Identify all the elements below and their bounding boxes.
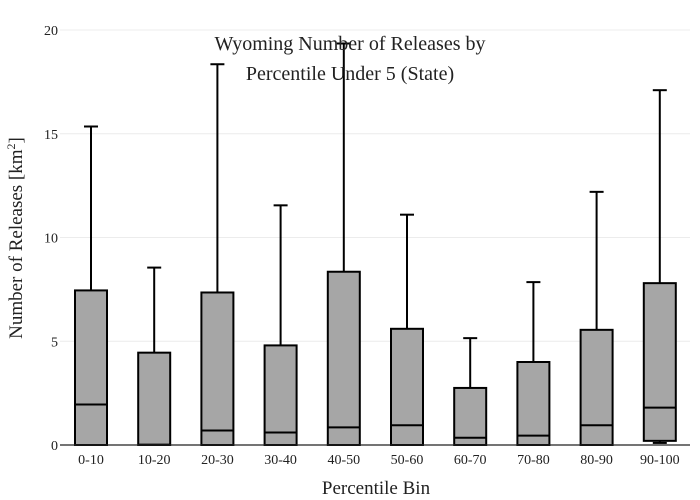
iqr-box [516, 361, 551, 446]
x-tick-labels: 0-10 10-20 20-30 30-40 40-50 50-60 60-70 70-80 8… [78, 453, 679, 468]
box-10-20 [137, 266, 172, 447]
x-tick-label: 40-50 [327, 453, 360, 468]
x-tick-label: 20-30 [201, 453, 234, 468]
x-tick-label: 60-70 [454, 453, 487, 468]
box-20-30 [200, 63, 235, 446]
y-axis-title-main: Number of Releases [km [6, 149, 27, 339]
iqr-box [390, 327, 424, 446]
iqr-box [579, 328, 614, 446]
y-axis-title: Number of Releases [km2] [4, 137, 27, 339]
box-60-70 [453, 337, 488, 446]
iqr-box [263, 344, 298, 446]
box-80-90 [579, 190, 614, 446]
y-tick-label: 20 [44, 24, 58, 39]
y-tick-label: 0 [51, 439, 58, 454]
box-0-10 [74, 125, 108, 446]
x-tick-label: 30-40 [264, 453, 297, 468]
box-90-100 [642, 89, 677, 444]
box-30-40 [263, 204, 298, 446]
x-tick-label: 80-90 [580, 453, 613, 468]
x-tick-label: 70-80 [517, 453, 550, 468]
y-axis-title-superscript: 2 [4, 143, 18, 149]
chart-title-line-1: Wyoming Number of Releases by [215, 33, 486, 55]
iqr-box [137, 351, 172, 447]
box-40-50 [326, 42, 361, 446]
y-tick-labels: 0 5 10 15 20 [44, 24, 58, 454]
x-tick-label: 50-60 [391, 453, 424, 468]
y-tick-label: 15 [44, 128, 58, 143]
box-50-60 [390, 213, 424, 446]
iqr-box [326, 270, 361, 446]
x-tick-label: 0-10 [78, 453, 104, 468]
x-axis-title: Percentile Bin [322, 478, 431, 499]
y-axis-title-close: ] [6, 137, 27, 143]
y-tick-label: 10 [44, 232, 58, 247]
box-70-80 [516, 281, 551, 446]
chart-title-line-2: Percentile Under 5 (State) [246, 63, 454, 85]
boxes [74, 42, 677, 447]
x-tick-label: 10-20 [138, 453, 171, 468]
iqr-box [200, 291, 235, 446]
iqr-box [74, 289, 108, 446]
x-tick-label: 90-100 [640, 453, 680, 468]
y-tick-label: 5 [51, 335, 58, 350]
iqr-box [642, 282, 677, 442]
iqr-box [453, 386, 488, 446]
